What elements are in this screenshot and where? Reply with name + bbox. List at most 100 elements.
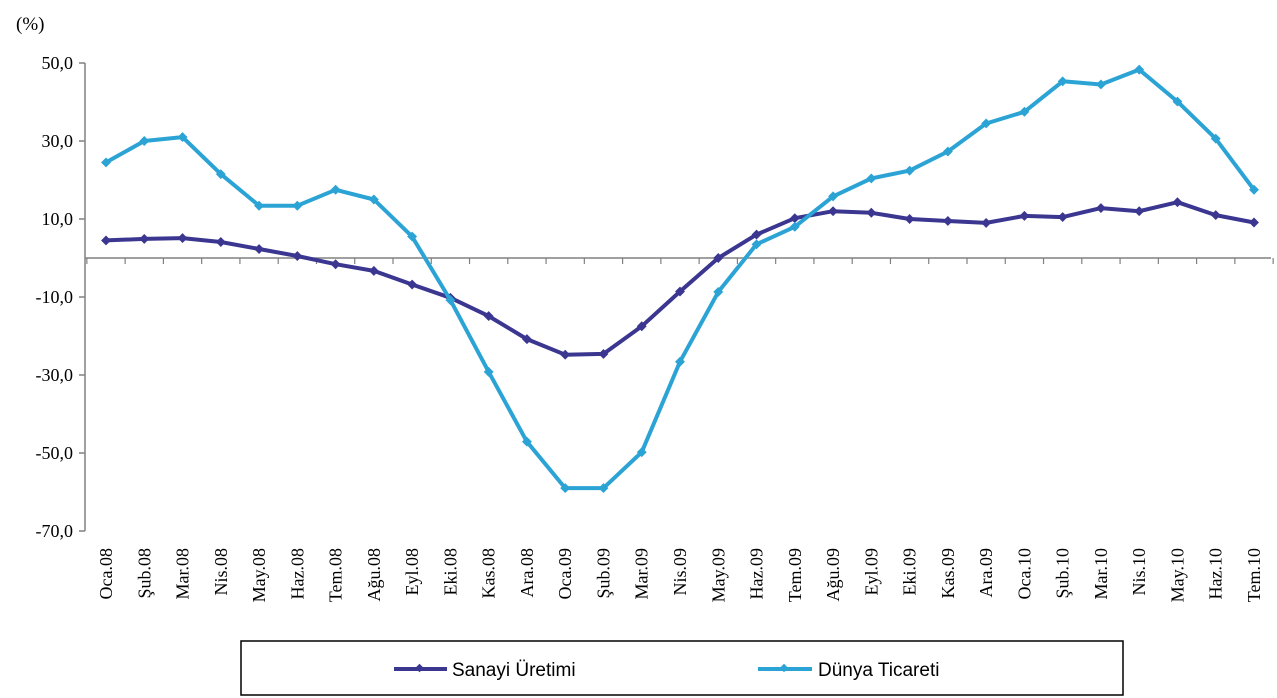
x-tick-label: Tem.08: [326, 548, 346, 602]
legend-box: [240, 640, 1124, 696]
data-point: [904, 165, 915, 176]
x-tick-label: Kas.08: [479, 548, 499, 599]
y-axis: 50,0 30,0 10,0 -10,0 -30,0 -50,0 -70,0: [36, 53, 86, 541]
x-tick-label: Eki.09: [900, 548, 920, 596]
data-point: [1095, 79, 1106, 90]
data-point: [713, 286, 724, 297]
legend-label-sanayi: Sanayi Üretimi: [452, 660, 576, 681]
x-tick-label: Ara.09: [976, 548, 996, 597]
data-point: [675, 356, 685, 367]
data-point: [177, 233, 188, 244]
data-point: [1019, 210, 1030, 221]
x-tick-label: Nis.09: [670, 548, 690, 596]
x-tick-label: Ağu.09: [823, 548, 843, 602]
y-tick-label: 10,0: [42, 209, 74, 229]
x-tick-label: Oca.08: [96, 548, 116, 599]
x-tick-label: Nis.10: [1129, 548, 1149, 596]
y-tick-label: -50,0: [36, 443, 74, 463]
data-point: [1249, 184, 1259, 195]
legend: Sanayi Üretimi Dünya Ticareti: [240, 640, 1124, 696]
x-tick-label: May.10: [1167, 548, 1187, 602]
data-point: [636, 447, 647, 458]
data-point: [981, 217, 992, 228]
data-point: [368, 265, 379, 276]
series-line-0: [105, 200, 1255, 357]
x-tick-label: May.08: [249, 548, 269, 602]
data-point: [215, 169, 226, 180]
x-tick-label: Ağu.08: [364, 548, 384, 602]
data-point: [101, 235, 111, 246]
data-point: [1019, 106, 1030, 117]
x-tick-label: Ara.08: [517, 548, 537, 597]
data-point: [866, 173, 877, 184]
data-point: [292, 251, 303, 261]
data-point: [751, 239, 762, 250]
x-tick-label: Eyl.09: [861, 548, 881, 596]
data-point: [215, 237, 226, 247]
data-point: [1134, 206, 1145, 217]
data-point: [330, 259, 341, 270]
data-point: [828, 191, 839, 202]
x-tick-label: Eki.08: [440, 548, 460, 596]
data-point: [1057, 76, 1068, 87]
x-tick-label: May.09: [708, 548, 728, 602]
data-point: [445, 295, 456, 306]
data-point: [1134, 64, 1145, 75]
data-point: [483, 311, 494, 322]
y-tick-label: -30,0: [36, 365, 74, 385]
data-point: [789, 213, 800, 224]
data-point: [139, 233, 150, 244]
data-point: [751, 229, 762, 240]
y-unit-label: (%): [16, 14, 44, 35]
y-tick-label: 30,0: [42, 131, 74, 151]
x-tick-label: Haz.09: [747, 548, 767, 599]
x-tick-label: Nis.08: [211, 548, 231, 596]
x-tick-label: Oca.09: [555, 548, 575, 599]
x-tick-label: Kas.09: [938, 548, 958, 599]
data-point: [904, 214, 915, 224]
legend-label-dunya: Dünya Ticareti: [818, 660, 939, 681]
data-point: [675, 286, 685, 297]
x-tick-label: Oca.10: [1014, 548, 1034, 599]
data-point: [828, 206, 839, 217]
x-tick-label: Mar.09: [632, 548, 652, 600]
x-tick-label: Tem.09: [785, 548, 805, 602]
data-point: [139, 136, 150, 146]
legend-marker-sanayi: [415, 663, 424, 673]
data-point: [789, 221, 800, 232]
data-point: [407, 231, 418, 242]
data-point: [713, 253, 724, 263]
series-line-1: [105, 67, 1256, 491]
data-point: [942, 216, 953, 226]
data-point: [292, 200, 303, 211]
data-point: [598, 483, 609, 494]
data-point: [1249, 217, 1259, 228]
data-point: [521, 436, 532, 447]
x-tick-label: Şub.08: [134, 548, 154, 599]
data-point: [981, 118, 992, 129]
data-point: [177, 132, 188, 143]
data-point: [1172, 96, 1183, 107]
data-point: [521, 334, 532, 345]
data-point: [1172, 197, 1183, 208]
data-point: [483, 366, 494, 377]
data-point: [254, 244, 265, 254]
data-point: [1057, 212, 1068, 222]
data-point: [330, 184, 341, 195]
x-tick-label: Mar.08: [173, 548, 193, 600]
legend-marker-dunya: [779, 663, 789, 673]
data-point: [1210, 133, 1221, 144]
data-point: [560, 483, 571, 494]
series-layer: [101, 64, 1259, 494]
x-tick-label: Haz.08: [287, 548, 307, 599]
data-point: [1210, 210, 1221, 221]
data-point: [407, 279, 418, 290]
data-point: [101, 157, 111, 168]
x-tick-label: Mar.10: [1091, 548, 1111, 600]
x-tick-label: Şub.09: [593, 548, 613, 599]
data-point: [942, 146, 953, 157]
data-point: [598, 348, 609, 359]
y-tick-label: -70,0: [36, 521, 74, 541]
x-axis: Oca.08 Şub.08 Mar.08 Nis.08 May.08 Haz.08 Tem.…: [85, 257, 1274, 602]
y-tick-label: -10,0: [36, 287, 74, 307]
